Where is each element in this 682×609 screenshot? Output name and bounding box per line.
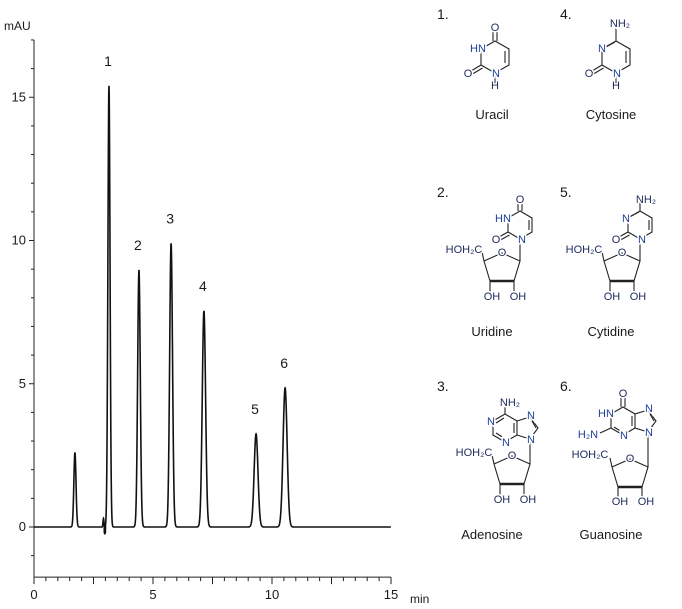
compound-number: 5. [560, 184, 572, 200]
atom-label: O [516, 194, 525, 206]
atom-label: O [464, 68, 473, 80]
adenosine-structure: NH₂ N N N N HOH₂C O OH OH [454, 395, 539, 507]
atom-label: OH [630, 291, 647, 303]
atom-label: N [645, 427, 653, 439]
x-tick-label: 10 [265, 587, 279, 602]
atom-label: N [492, 68, 500, 80]
y-tick-label: 15 [12, 89, 26, 104]
compound-name: Uridine [471, 324, 513, 339]
x-tick-label: 15 [384, 587, 398, 602]
compound-name: Cytidine [587, 324, 635, 339]
atom-label: OH [604, 291, 621, 303]
atom-label: HN [470, 43, 486, 55]
atom-label: OH [494, 494, 511, 506]
compound-number: 4. [560, 6, 572, 22]
atom-label: N [645, 403, 653, 415]
x-tick-label: 0 [30, 587, 37, 602]
atom-label: O [585, 68, 594, 80]
y-tick-label: 5 [19, 376, 26, 391]
atom-label: H₂N [578, 429, 598, 441]
peak-label: 5 [251, 401, 259, 417]
atom-label: N [487, 416, 495, 428]
atom-label: O [626, 453, 635, 465]
compound-number: 1. [437, 6, 449, 22]
atom-label: N [620, 430, 628, 442]
atom-label: O [619, 388, 628, 400]
atom-label: O [492, 234, 501, 246]
peak-label: 6 [280, 355, 288, 371]
atom-label: O [618, 247, 627, 259]
compound-number: 2. [437, 184, 449, 200]
x-axis-label: min [410, 592, 429, 606]
peak-label: 1 [104, 53, 112, 69]
atom-label: N [598, 43, 606, 55]
atom-label: O [612, 234, 621, 246]
compound-name: Guanosine [579, 527, 643, 542]
atom-label: OH [638, 496, 655, 508]
atom-label: OH [612, 496, 629, 508]
atom-label: HN [598, 408, 614, 420]
compound-number: 6. [560, 378, 572, 394]
cytosine-structure: NH₂ N O N H [583, 16, 631, 93]
atom-label: H [612, 80, 620, 92]
atom-label: NH₂ [610, 18, 630, 30]
atom-label: OH [520, 494, 537, 506]
compound-name: Cytosine [585, 107, 637, 122]
atom-label: N [518, 234, 526, 246]
atom-label: OH [510, 291, 527, 303]
compound-number: 3. [437, 378, 449, 394]
atom-label: N [613, 68, 621, 80]
atom-label: HOH₂C [566, 244, 603, 256]
peak-labels: 1 2 3 4 5 6 [104, 53, 288, 417]
atom-label: HN [495, 213, 511, 225]
uracil-structure: O HN O N H [462, 20, 510, 93]
y-tick-label: 0 [19, 519, 26, 534]
y-axis-label: mAU [4, 19, 31, 33]
atom-label: O [498, 247, 507, 259]
atom-label: HOH₂C [572, 449, 609, 461]
atom-label: NH₂ [636, 194, 656, 206]
peak-label: 4 [199, 278, 207, 294]
compound-name: Uracil [475, 107, 509, 122]
atom-label: O [491, 22, 500, 34]
atom-label: NH₂ [500, 397, 520, 409]
atom-label: OH [484, 291, 501, 303]
chromatogram-trace [34, 85, 391, 535]
atom-label: HOH₂C [446, 244, 483, 256]
uridine-structure: O HN O N HOH₂C O OH OH [444, 192, 533, 304]
peak-label: 2 [134, 237, 142, 253]
atom-label: H [491, 80, 499, 92]
chromatogram: mAU min 0 5 10 15 0 5 10 15 1 2 3 4 5 6 [4, 19, 429, 606]
atom-label: N [622, 213, 630, 225]
compound-name: Adenosine [461, 527, 523, 542]
guanosine-structure: O HN H₂N N N N HOH₂C O OH OH [570, 386, 657, 509]
atom-label: N [527, 410, 535, 422]
atom-label: N [638, 234, 646, 246]
y-tick-label: 10 [12, 233, 26, 248]
atom-label: HOH₂C [456, 447, 493, 459]
x-tick-label: 5 [149, 587, 156, 602]
cytidine-structure: NH₂ N O N HOH₂C O OH OH [564, 192, 657, 304]
peak-label: 3 [166, 210, 174, 226]
atom-label: N [502, 437, 510, 449]
atom-label: N [527, 434, 535, 446]
atom-label: O [508, 450, 517, 462]
